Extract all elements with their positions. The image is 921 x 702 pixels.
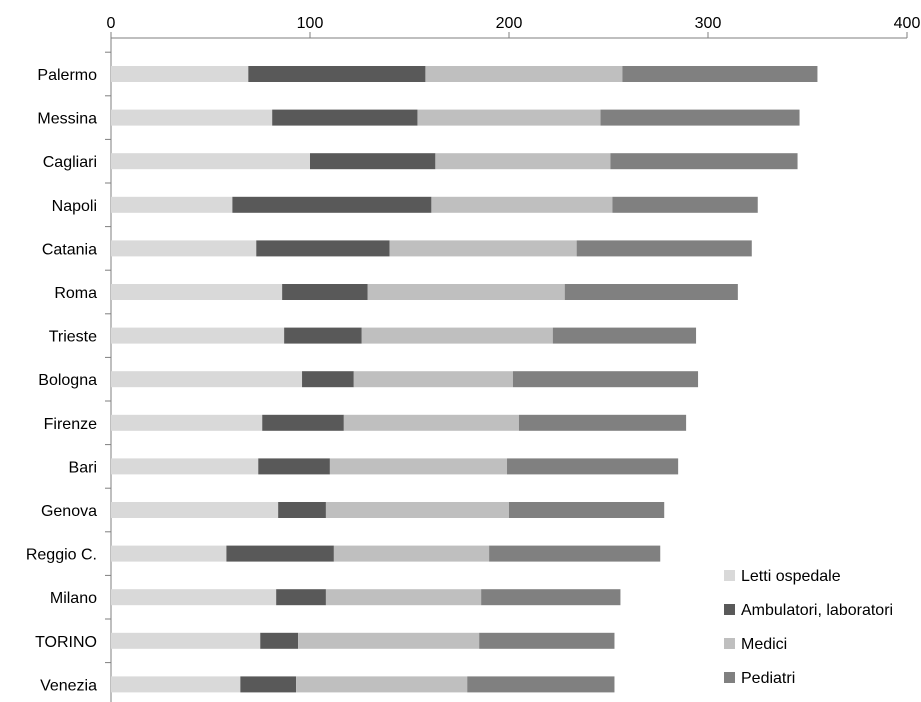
bar-ambulatori-laboratori-palermo bbox=[248, 66, 426, 82]
category-label: Cagliari bbox=[43, 154, 97, 171]
bar-pediatri-torino bbox=[479, 632, 615, 649]
category-label: Bologna bbox=[38, 372, 97, 389]
bar-medici-firenze bbox=[343, 414, 519, 431]
bar-medici-roma bbox=[367, 284, 565, 300]
bar-letti-ospedale-roma bbox=[111, 284, 283, 300]
bar-medici-catania bbox=[389, 240, 577, 257]
legend-swatch bbox=[724, 570, 735, 581]
bar-medici-milano bbox=[325, 589, 482, 606]
bar-ambulatori-laboratori-roma bbox=[282, 284, 368, 300]
bar-ambulatori-laboratori-trieste bbox=[284, 327, 362, 344]
axes: 0 100 200 300 400 bbox=[105, 15, 920, 702]
bar-letti-ospedale-venezia bbox=[111, 676, 241, 693]
bar-ambulatori-laboratori-reggio-c- bbox=[226, 545, 334, 562]
bar-ambulatori-laboratori-firenze bbox=[262, 414, 344, 431]
bar-letti-ospedale-catania bbox=[111, 240, 257, 257]
bar-medici-reggio-c- bbox=[333, 545, 490, 562]
bar-ambulatori-laboratori-bologna bbox=[302, 371, 354, 388]
legend-label: Ambulatori, laboratori bbox=[741, 602, 893, 619]
bar-letti-ospedale-bologna bbox=[111, 371, 303, 388]
bar-pediatri-bari bbox=[507, 458, 679, 475]
bar-pediatri-napoli bbox=[612, 196, 758, 213]
bar-letti-ospedale-firenze bbox=[111, 414, 263, 431]
bar-letti-ospedale-milano bbox=[111, 589, 277, 606]
bar-medici-genova bbox=[325, 502, 509, 518]
legend-label: Pediatri bbox=[741, 670, 795, 687]
legend-swatch bbox=[724, 638, 735, 649]
x-tick-label: 400 bbox=[894, 15, 921, 32]
bar-medici-palermo bbox=[425, 66, 623, 82]
bar-letti-ospedale-messina bbox=[111, 109, 273, 126]
category-label: Messina bbox=[37, 111, 97, 128]
x-tick-label: 300 bbox=[695, 15, 722, 32]
x-tick-label: 0 bbox=[107, 15, 116, 32]
category-labels: Palermo Messina Cagliari Napoli Catania Roma T… bbox=[26, 67, 97, 694]
legend-swatch bbox=[724, 604, 735, 615]
category-label: Reggio C. bbox=[26, 547, 97, 564]
legend-label: Letti ospedale bbox=[741, 568, 841, 585]
bar-letti-ospedale-napoli bbox=[111, 196, 233, 213]
bar-pediatri-firenze bbox=[518, 414, 687, 431]
category-label: Venezia bbox=[40, 677, 97, 694]
bar-medici-bologna bbox=[353, 371, 513, 388]
bar-ambulatori-laboratori-genova bbox=[278, 502, 326, 518]
bar-medici-bari bbox=[329, 458, 508, 475]
bar-pediatri-trieste bbox=[552, 327, 697, 344]
bar-ambulatori-laboratori-bari bbox=[258, 458, 330, 475]
bar-medici-venezia bbox=[296, 676, 468, 693]
bar-letti-ospedale-genova bbox=[111, 502, 279, 518]
category-label: Genova bbox=[41, 503, 97, 520]
bar-letti-ospedale-reggio-c- bbox=[111, 545, 227, 562]
category-label: Napoli bbox=[52, 198, 97, 215]
category-label: Milano bbox=[50, 590, 97, 607]
category-label: Firenze bbox=[44, 416, 97, 433]
category-label: Roma bbox=[54, 285, 97, 302]
legend-swatch bbox=[724, 672, 735, 683]
bar-pediatri-messina bbox=[600, 109, 800, 126]
bar-ambulatori-laboratori-catania bbox=[256, 240, 390, 257]
category-label: Bari bbox=[69, 459, 97, 476]
x-tick-label: 100 bbox=[297, 15, 324, 32]
bars bbox=[111, 66, 818, 693]
category-label: TORINO bbox=[35, 634, 97, 651]
bar-medici-cagliari bbox=[435, 153, 611, 170]
bar-pediatri-palermo bbox=[622, 66, 818, 82]
bar-ambulatori-laboratori-cagliari bbox=[310, 153, 436, 170]
bar-ambulatori-laboratori-venezia bbox=[240, 676, 297, 693]
category-label: Catania bbox=[42, 241, 97, 258]
bar-pediatri-milano bbox=[481, 589, 621, 606]
bar-ambulatori-laboratori-milano bbox=[276, 589, 326, 606]
bar-medici-torino bbox=[298, 632, 480, 649]
bar-medici-messina bbox=[417, 109, 601, 126]
x-tick-label: 200 bbox=[496, 15, 523, 32]
bar-pediatri-venezia bbox=[467, 676, 615, 693]
bar-medici-napoli bbox=[431, 196, 613, 213]
bar-ambulatori-laboratori-torino bbox=[260, 632, 299, 649]
legend: Letti ospedale Ambulatori, laboratori Medi… bbox=[724, 568, 893, 687]
bar-pediatri-reggio-c- bbox=[489, 545, 661, 562]
bar-letti-ospedale-bari bbox=[111, 458, 259, 475]
bar-letti-ospedale-cagliari bbox=[111, 153, 310, 170]
category-label: Palermo bbox=[37, 67, 97, 84]
bar-pediatri-catania bbox=[576, 240, 752, 257]
bar-letti-ospedale-trieste bbox=[111, 327, 285, 344]
bar-letti-ospedale-palermo bbox=[111, 66, 249, 82]
bar-pediatri-bologna bbox=[512, 371, 699, 388]
legend-label: Medici bbox=[741, 636, 787, 653]
bar-pediatri-genova bbox=[509, 502, 665, 518]
bar-pediatri-roma bbox=[564, 284, 738, 300]
bar-ambulatori-laboratori-napoli bbox=[232, 196, 432, 213]
category-label: Trieste bbox=[49, 329, 97, 346]
bar-pediatri-cagliari bbox=[610, 153, 798, 170]
bar-letti-ospedale-torino bbox=[111, 632, 261, 649]
bar-ambulatori-laboratori-messina bbox=[272, 109, 418, 126]
bar-medici-trieste bbox=[361, 327, 553, 344]
